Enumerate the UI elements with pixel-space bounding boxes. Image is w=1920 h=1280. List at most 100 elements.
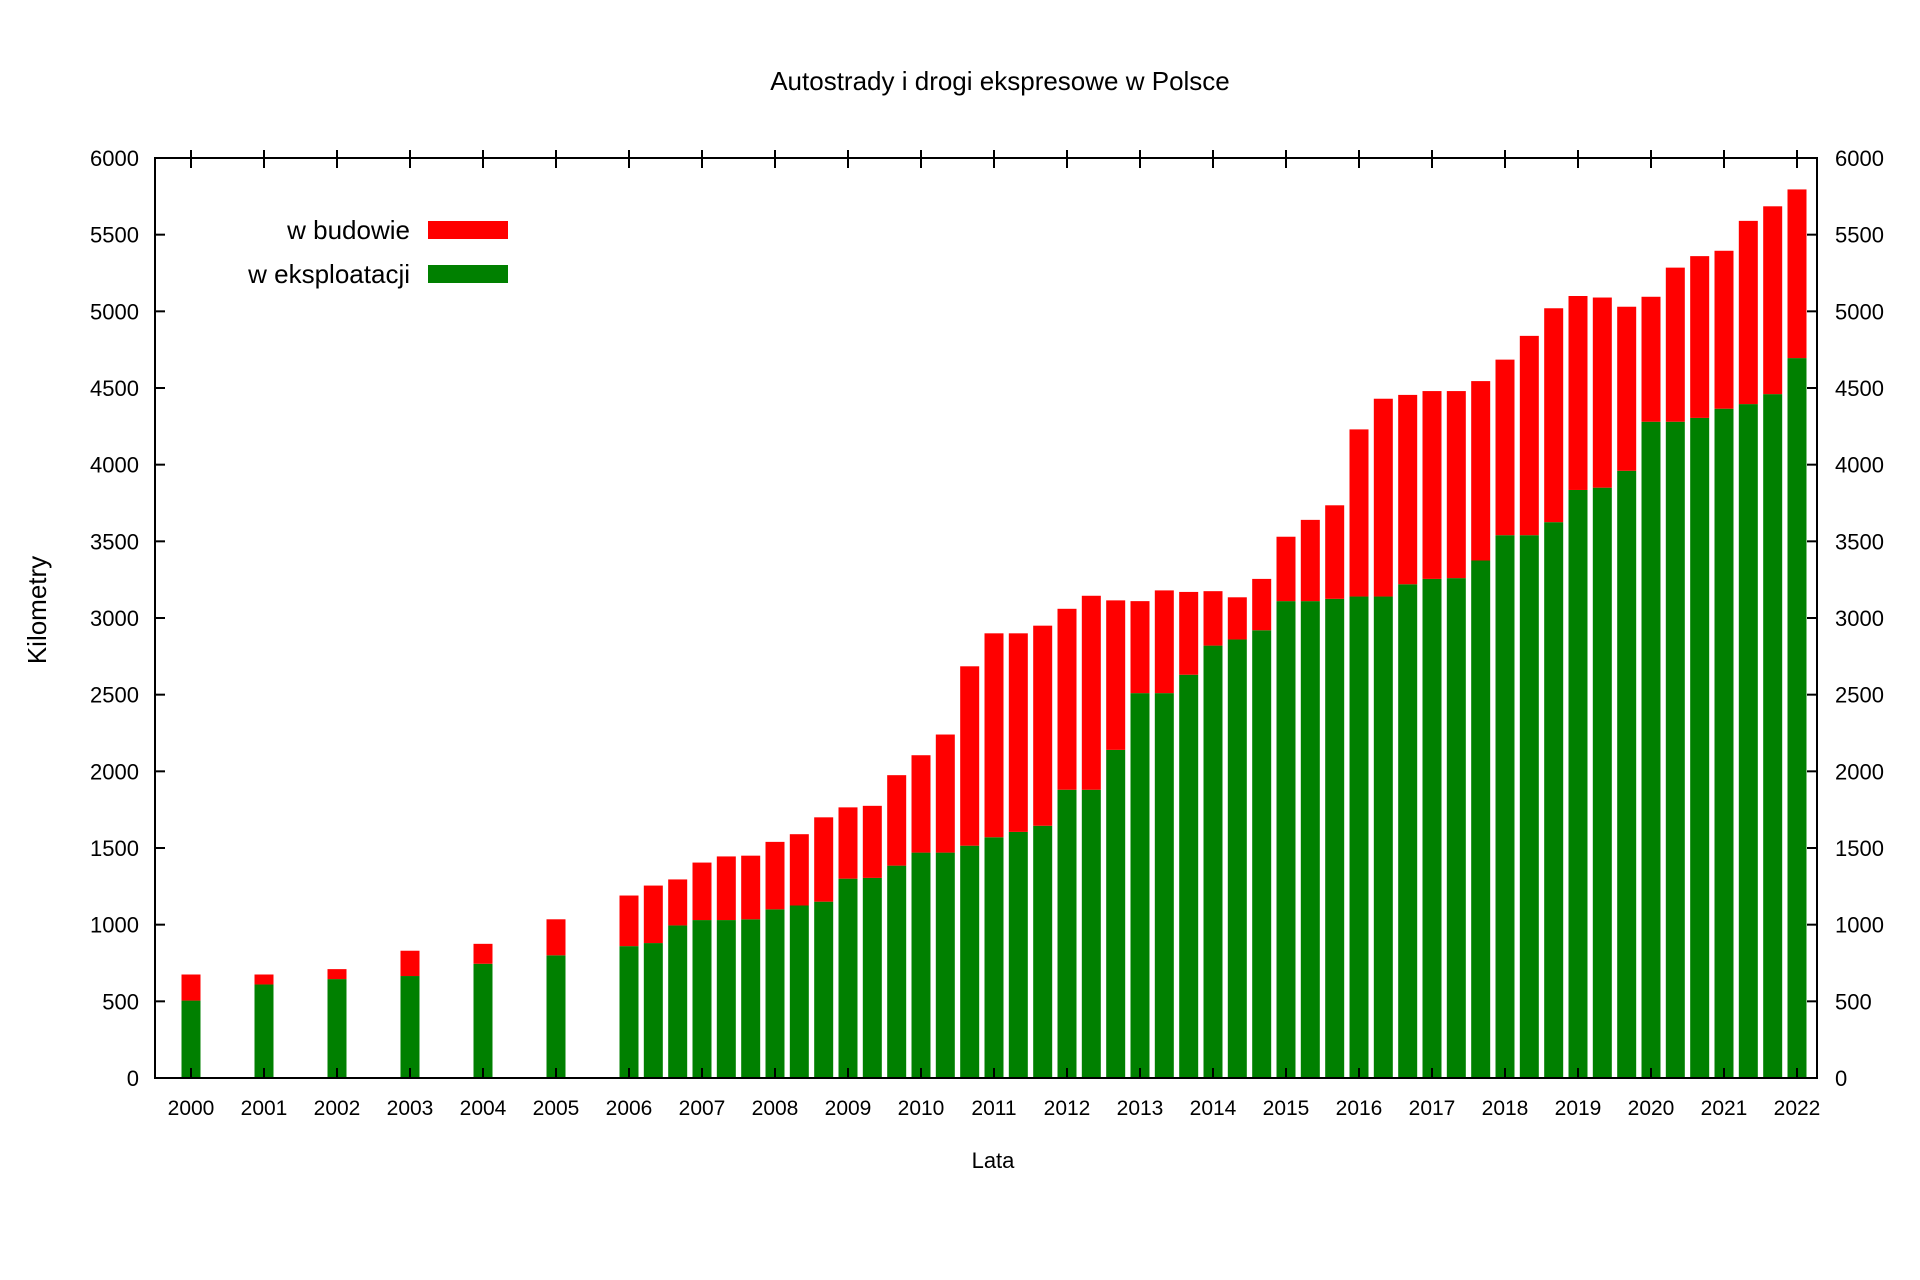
x-tick-label: 2019 xyxy=(1555,1097,1602,1120)
bar-in-operation xyxy=(1179,674,1199,1078)
bar-in-operation xyxy=(1349,596,1369,1078)
bar-in-construction xyxy=(1373,398,1393,597)
bar-in-operation xyxy=(1763,394,1783,1078)
y-tick-label-right: 1500 xyxy=(1835,836,1884,861)
bar-in-operation xyxy=(473,963,493,1078)
x-tick-label: 2006 xyxy=(606,1097,653,1120)
bar-in-construction xyxy=(1471,381,1491,561)
bar-in-construction xyxy=(1033,625,1053,826)
bar-in-construction xyxy=(1227,597,1247,640)
bar-in-operation xyxy=(692,920,712,1078)
bar-in-operation xyxy=(1544,522,1564,1078)
bar-in-construction xyxy=(1398,394,1418,585)
bar-in-construction xyxy=(1592,297,1612,488)
y-tick-label-left: 5000 xyxy=(90,299,139,324)
bar-in-construction xyxy=(1665,267,1685,422)
y-tick-label-right: 2500 xyxy=(1835,683,1884,708)
x-tick-label: 2009 xyxy=(825,1097,872,1120)
bar-in-operation xyxy=(1154,693,1174,1078)
bar-in-operation xyxy=(1300,601,1320,1078)
bar-in-operation xyxy=(1398,584,1418,1078)
bar-in-operation xyxy=(1690,417,1710,1078)
bar-in-construction xyxy=(1738,220,1758,405)
bar-in-operation xyxy=(765,909,785,1078)
bar-in-construction xyxy=(1300,519,1320,602)
y-tick-label-left: 4000 xyxy=(90,453,139,478)
bar-in-operation xyxy=(838,878,858,1078)
y-tick-label-right: 3500 xyxy=(1835,529,1884,554)
bar-in-operation xyxy=(1057,789,1077,1078)
bar-in-operation xyxy=(814,901,834,1078)
bar-in-operation xyxy=(741,919,761,1078)
bar-in-construction xyxy=(1154,590,1174,694)
bar-in-operation xyxy=(643,943,663,1078)
bar-in-operation xyxy=(1033,825,1053,1078)
bar-in-construction xyxy=(181,974,201,1001)
x-tick-label: 2001 xyxy=(241,1097,288,1120)
bar-in-construction xyxy=(789,834,809,906)
x-tick-label: 2012 xyxy=(1044,1097,1091,1120)
y-tick-label-left: 1500 xyxy=(90,836,139,861)
bar-in-operation xyxy=(546,955,566,1078)
bar-in-operation xyxy=(911,852,931,1078)
bar-in-operation xyxy=(1665,421,1685,1079)
y-tick-label-right: 0 xyxy=(1835,1066,1847,1091)
bar-in-construction xyxy=(1203,591,1223,646)
bar-in-construction xyxy=(1495,359,1515,536)
bar-in-construction xyxy=(1057,608,1077,790)
x-tick-label: 2004 xyxy=(460,1097,507,1120)
bar-in-construction xyxy=(1446,391,1466,579)
bar-in-operation xyxy=(862,877,882,1078)
bar-in-construction xyxy=(619,895,639,947)
y-tick-label-left: 3500 xyxy=(90,529,139,554)
legend-swatch-in-construction xyxy=(428,221,508,239)
bar-in-operation xyxy=(181,1000,201,1078)
bar-in-operation xyxy=(1422,578,1442,1078)
bar-in-operation xyxy=(254,984,274,1078)
bar-in-operation xyxy=(887,865,907,1078)
bar-in-construction xyxy=(1690,256,1710,418)
bar-in-operation xyxy=(1568,489,1588,1079)
y-tick-label-right: 4500 xyxy=(1835,376,1884,401)
y-tick-label-left: 4500 xyxy=(90,376,139,401)
bar-in-construction xyxy=(960,666,980,846)
bar-in-construction xyxy=(1641,296,1661,422)
y-tick-label-left: 0 xyxy=(127,1066,139,1091)
bar-in-operation xyxy=(1276,601,1296,1078)
bar-in-construction xyxy=(1787,189,1807,359)
bar-in-construction xyxy=(254,974,274,985)
x-tick-label: 2002 xyxy=(314,1097,361,1120)
bar-in-construction xyxy=(1568,296,1588,490)
bar-in-construction xyxy=(1130,601,1150,694)
y-tick-label-left: 500 xyxy=(102,989,139,1014)
bar-in-construction xyxy=(1008,633,1028,832)
bar-in-operation xyxy=(1081,789,1101,1078)
legend-label-in-operation: w eksploatacji xyxy=(247,259,410,289)
bar-in-construction xyxy=(400,950,420,977)
x-axis-label: Lata xyxy=(972,1148,1016,1173)
bar-in-construction xyxy=(862,805,882,878)
bar-in-construction xyxy=(643,885,663,944)
bar-in-operation xyxy=(1373,596,1393,1078)
bar-in-operation xyxy=(960,845,980,1078)
bar-in-operation xyxy=(400,976,420,1078)
bar-in-construction xyxy=(984,633,1004,838)
y-tick-label-left: 6000 xyxy=(90,146,139,171)
x-tick-label: 2018 xyxy=(1482,1097,1529,1120)
bar-in-operation xyxy=(1130,693,1150,1078)
bar-in-operation xyxy=(1738,404,1758,1079)
bar-in-construction xyxy=(765,841,785,910)
bar-in-construction xyxy=(668,879,688,926)
bar-in-construction xyxy=(473,943,493,964)
bar-in-construction xyxy=(814,817,834,902)
bar-in-construction xyxy=(716,856,736,921)
bar-in-operation xyxy=(1787,358,1807,1079)
y-tick-label-right: 500 xyxy=(1835,989,1872,1014)
x-tick-label: 2010 xyxy=(898,1097,945,1120)
x-ticks-group: 2000 2001 2002 2003 2004 2005 2006 2007 2008 2009… xyxy=(168,150,1820,1120)
bar-in-construction xyxy=(1081,595,1101,790)
x-tick-label: 2013 xyxy=(1117,1097,1164,1120)
chart-title: Autostrady i drogi ekspresowe w Polsce xyxy=(770,66,1230,96)
bar-in-construction xyxy=(1714,250,1734,409)
bar-in-construction xyxy=(1179,591,1199,675)
